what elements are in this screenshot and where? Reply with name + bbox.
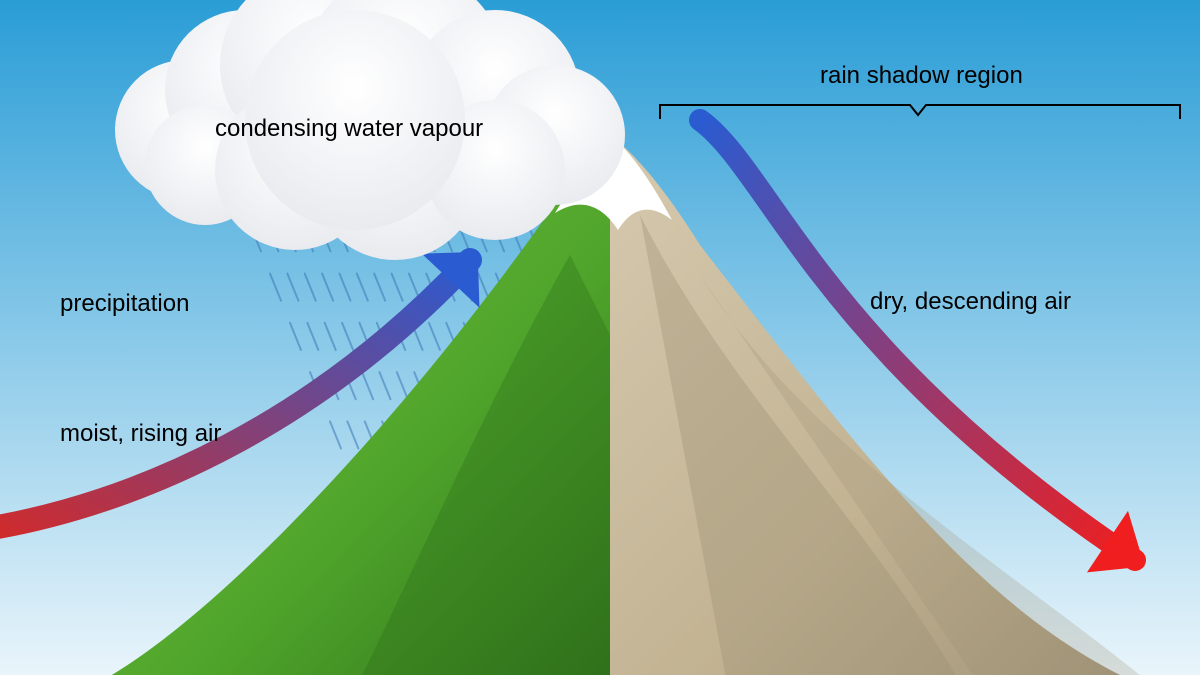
label-moist-air: moist, rising air bbox=[60, 420, 221, 448]
diagram-svg bbox=[0, 0, 1200, 675]
label-condensing: condensing water vapour bbox=[215, 115, 483, 143]
label-precipitation: precipitation bbox=[60, 290, 189, 318]
label-dry-air: dry, descending air bbox=[870, 288, 1071, 316]
label-rain-shadow: rain shadow region bbox=[820, 62, 1023, 90]
rain-shadow-diagram: condensing water vapour rain shadow regi… bbox=[0, 0, 1200, 675]
